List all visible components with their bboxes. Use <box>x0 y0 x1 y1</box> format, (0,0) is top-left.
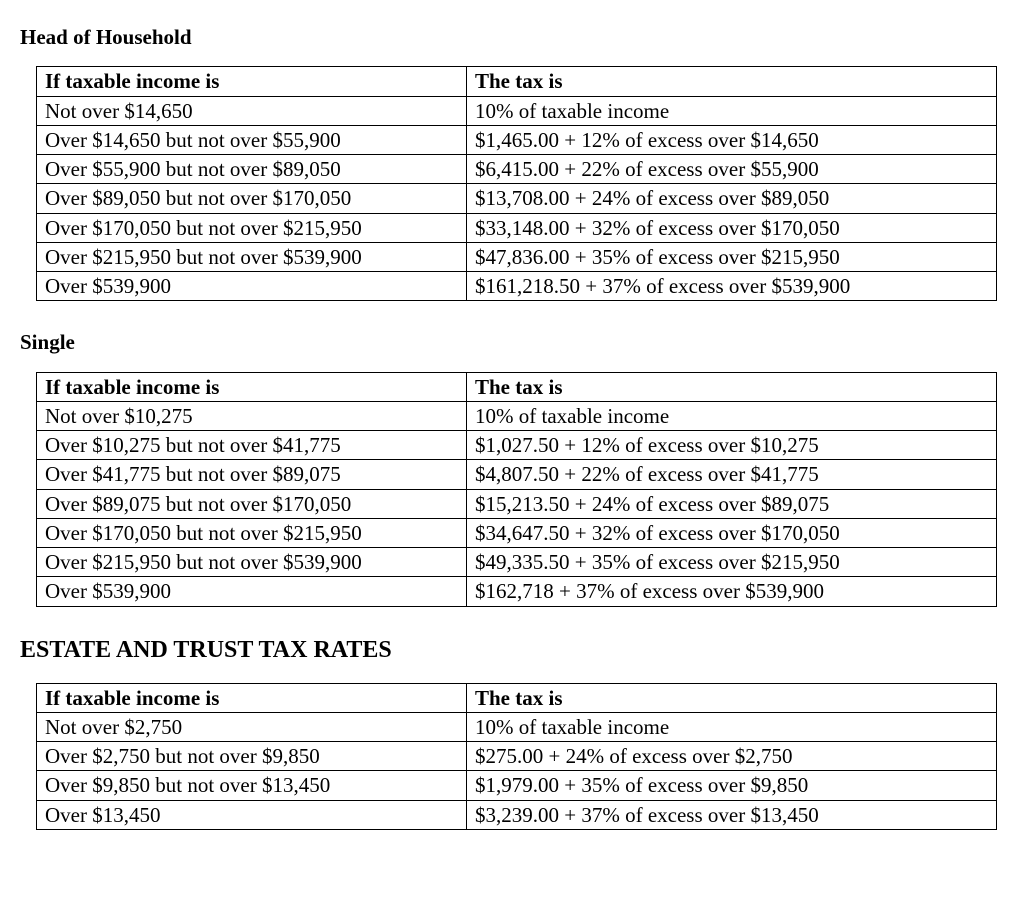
cell-tax: $34,647.50 + 32% of excess over $170,050 <box>467 518 997 547</box>
cell-tax: $1,979.00 + 35% of excess over $9,850 <box>467 771 997 800</box>
cell-income: Over $55,900 but not over $89,050 <box>37 155 467 184</box>
table-row: Over $55,900 but not over $89,050$6,415.… <box>37 155 997 184</box>
table-row: Over $89,050 but not over $170,050$13,70… <box>37 184 997 213</box>
col-header-tax: The tax is <box>467 372 997 401</box>
cell-income: Not over $10,275 <box>37 401 467 430</box>
cell-income: Over $539,900 <box>37 272 467 301</box>
table-row: Over $2,750 but not over $9,850$275.00 +… <box>37 742 997 771</box>
cell-tax: $3,239.00 + 37% of excess over $13,450 <box>467 800 997 829</box>
table-row: Over $170,050 but not over $215,950$33,1… <box>37 213 997 242</box>
cell-tax: $275.00 + 24% of excess over $2,750 <box>467 742 997 771</box>
table-header-row: If taxable income is The tax is <box>37 67 997 96</box>
cell-income: Over $2,750 but not over $9,850 <box>37 742 467 771</box>
cell-tax: $6,415.00 + 22% of excess over $55,900 <box>467 155 997 184</box>
table-row: Over $41,775 but not over $89,075$4,807.… <box>37 460 997 489</box>
table-header-row: If taxable income is The tax is <box>37 683 997 712</box>
table-header-row: If taxable income is The tax is <box>37 372 997 401</box>
cell-income: Not over $2,750 <box>37 712 467 741</box>
section-heading-head-of-household: Head of Household <box>20 24 1004 50</box>
cell-tax: 10% of taxable income <box>467 712 997 741</box>
cell-income: Over $10,275 but not over $41,775 <box>37 431 467 460</box>
cell-income: Over $13,450 <box>37 800 467 829</box>
table-row: Not over $14,65010% of taxable income <box>37 96 997 125</box>
table-row: Not over $2,75010% of taxable income <box>37 712 997 741</box>
table-row: Over $13,450$3,239.00 + 37% of excess ov… <box>37 800 997 829</box>
cell-income: Over $215,950 but not over $539,900 <box>37 548 467 577</box>
col-header-tax: The tax is <box>467 67 997 96</box>
table-row: Over $89,075 but not over $170,050$15,21… <box>37 489 997 518</box>
table-row: Over $215,950 but not over $539,900$47,8… <box>37 242 997 271</box>
table-row: Over $215,950 but not over $539,900$49,3… <box>37 548 997 577</box>
cell-tax: $33,148.00 + 32% of excess over $170,050 <box>467 213 997 242</box>
cell-tax: $1,027.50 + 12% of excess over $10,275 <box>467 431 997 460</box>
table-row: Over $539,900$161,218.50 + 37% of excess… <box>37 272 997 301</box>
cell-tax: 10% of taxable income <box>467 96 997 125</box>
cell-income: Over $539,900 <box>37 577 467 606</box>
table-row: Over $14,650 but not over $55,900$1,465.… <box>37 125 997 154</box>
cell-income: Over $89,075 but not over $170,050 <box>37 489 467 518</box>
cell-tax: $161,218.50 + 37% of excess over $539,90… <box>467 272 997 301</box>
cell-income: Not over $14,650 <box>37 96 467 125</box>
col-header-income: If taxable income is <box>37 67 467 96</box>
tax-table-single: If taxable income is The tax is Not over… <box>36 372 997 607</box>
tax-table-head-of-household: If taxable income is The tax is Not over… <box>36 66 997 301</box>
cell-tax: $1,465.00 + 12% of excess over $14,650 <box>467 125 997 154</box>
cell-tax: 10% of taxable income <box>467 401 997 430</box>
col-header-income: If taxable income is <box>37 372 467 401</box>
cell-tax: $15,213.50 + 24% of excess over $89,075 <box>467 489 997 518</box>
table-row: Over $9,850 but not over $13,450$1,979.0… <box>37 771 997 800</box>
cell-income: Over $89,050 but not over $170,050 <box>37 184 467 213</box>
section-heading-estate-trust: ESTATE AND TRUST TAX RATES <box>20 635 1004 665</box>
col-header-tax: The tax is <box>467 683 997 712</box>
cell-income: Over $14,650 but not over $55,900 <box>37 125 467 154</box>
cell-income: Over $215,950 but not over $539,900 <box>37 242 467 271</box>
table-row: Not over $10,27510% of taxable income <box>37 401 997 430</box>
cell-income: Over $170,050 but not over $215,950 <box>37 518 467 547</box>
cell-tax: $49,335.50 + 35% of excess over $215,950 <box>467 548 997 577</box>
cell-tax: $13,708.00 + 24% of excess over $89,050 <box>467 184 997 213</box>
cell-tax: $162,718 + 37% of excess over $539,900 <box>467 577 997 606</box>
cell-income: Over $41,775 but not over $89,075 <box>37 460 467 489</box>
col-header-income: If taxable income is <box>37 683 467 712</box>
table-row: Over $170,050 but not over $215,950$34,6… <box>37 518 997 547</box>
cell-tax: $47,836.00 + 35% of excess over $215,950 <box>467 242 997 271</box>
cell-tax: $4,807.50 + 22% of excess over $41,775 <box>467 460 997 489</box>
section-heading-single: Single <box>20 329 1004 355</box>
cell-income: Over $170,050 but not over $215,950 <box>37 213 467 242</box>
table-row: Over $10,275 but not over $41,775$1,027.… <box>37 431 997 460</box>
tax-table-estate-trust: If taxable income is The tax is Not over… <box>36 683 997 830</box>
table-row: Over $539,900$162,718 + 37% of excess ov… <box>37 577 997 606</box>
page-root: Head of Household If taxable income is T… <box>0 0 1024 898</box>
cell-income: Over $9,850 but not over $13,450 <box>37 771 467 800</box>
